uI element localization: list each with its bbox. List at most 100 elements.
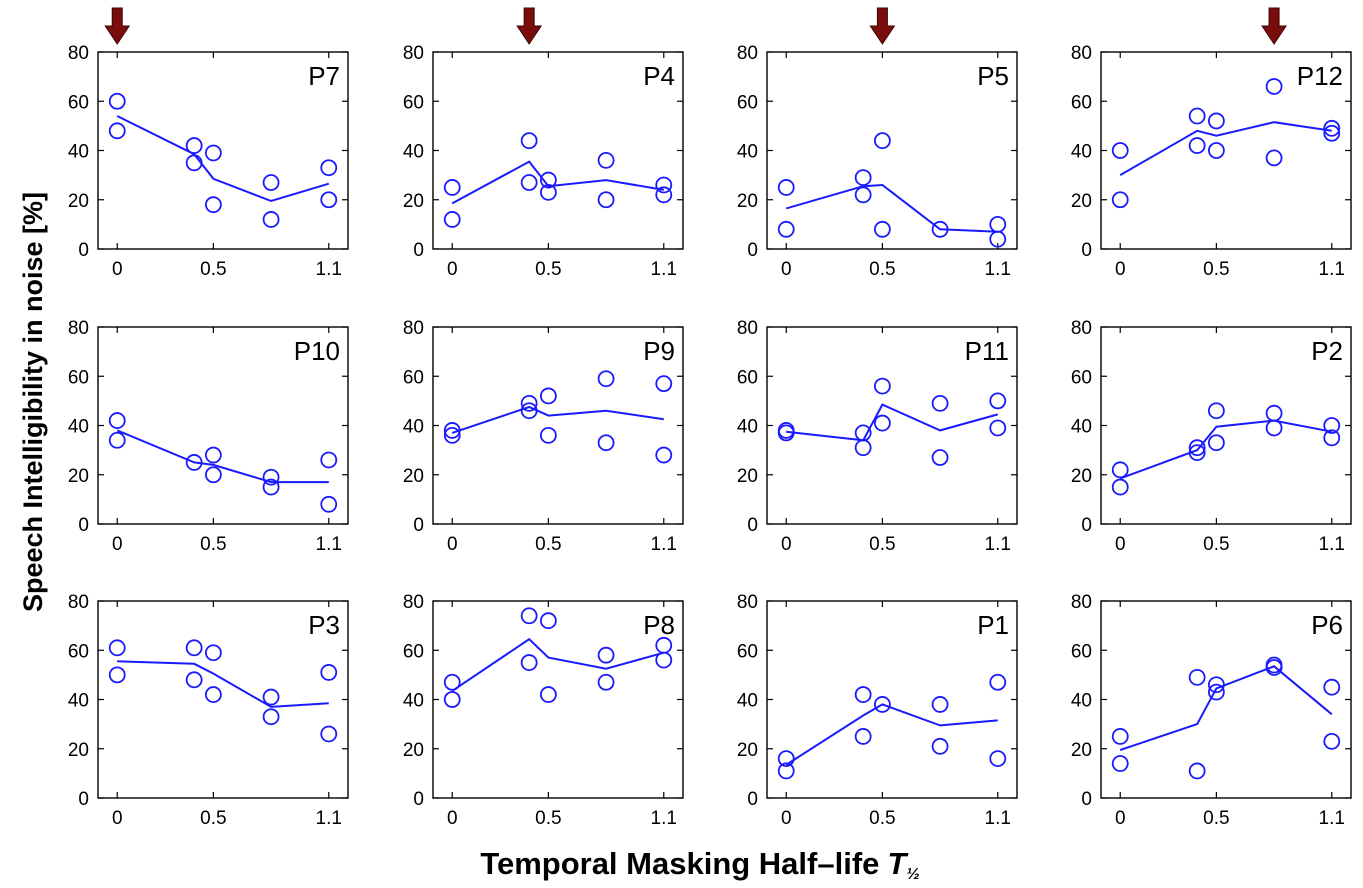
- x-tick-label: 1.1: [1319, 259, 1345, 280]
- y-tick-label: 80: [68, 43, 89, 64]
- mean-line: [451, 405, 664, 434]
- x-tick-label: 0: [781, 534, 792, 555]
- panel-label: P1: [977, 610, 1009, 640]
- y-tick-label: 20: [1071, 191, 1092, 212]
- panel-label: P11: [965, 336, 1009, 366]
- data-point: [1188, 107, 1206, 125]
- panel-p2: 0 20 40 60 80 0 0.5 1.1 P2: [1071, 318, 1352, 555]
- data-point: [989, 230, 1007, 248]
- x-tick-label: 0.5: [869, 259, 895, 280]
- y-tick-label: 60: [1071, 641, 1092, 662]
- data-point: [320, 495, 338, 513]
- y-tick-label: 40: [737, 691, 758, 712]
- panel-p10: 0 20 40 60 80 0 0.5 1.1 P10: [68, 318, 349, 555]
- data-point: [520, 132, 538, 150]
- y-tick-label: 20: [403, 740, 424, 761]
- y-tick-label: 20: [1071, 466, 1092, 487]
- data-point: [777, 179, 795, 196]
- x-tick-label: 0: [447, 259, 458, 280]
- panel-p8: 0 20 40 60 80 0 0.5 1.1 P8: [403, 592, 684, 829]
- data-point: [989, 215, 1007, 233]
- x-tick-label: 0.5: [535, 534, 561, 555]
- panel-p5: 0 20 40 60 80 0 0.5 1.1 P5: [737, 7, 1018, 280]
- data-point: [443, 426, 461, 444]
- x-tick-label: 1.1: [985, 534, 1011, 555]
- mean-line: [451, 160, 664, 205]
- x-axis-title: Temporal Masking Half–life T½: [480, 846, 919, 883]
- mean-line: [116, 115, 330, 203]
- data-point: [1111, 142, 1129, 159]
- data-point: [185, 639, 203, 657]
- data-point: [1111, 461, 1129, 479]
- x-tick-label: 0: [1115, 534, 1126, 555]
- y-tick-label: 0: [747, 240, 758, 261]
- marker-arrow: [104, 7, 131, 45]
- data-point: [204, 196, 222, 214]
- x-axis-title-subscript: ½: [906, 866, 919, 883]
- data-point: [1323, 124, 1341, 142]
- panel-label: P12: [1297, 61, 1343, 91]
- y-tick-label: 80: [1071, 318, 1092, 339]
- data-point: [777, 220, 795, 238]
- mean-line: [1119, 419, 1332, 480]
- data-point: [262, 478, 280, 496]
- y-tick-label: 0: [747, 515, 758, 536]
- y-tick-label: 0: [78, 240, 89, 261]
- panel-label: P10: [294, 336, 340, 366]
- data-point: [108, 431, 126, 449]
- data-point: [539, 426, 557, 444]
- panels-group: 0 20 40 60 80 0 0.5 1.1 P7 0 20 40 60 80 0 0.5 1.1 P4 0 20 4…: [68, 7, 1352, 829]
- x-tick-label: 1.1: [1319, 808, 1345, 829]
- panel-p1: 0 20 40 60 80 0 0.5 1.1 P1: [737, 592, 1018, 829]
- y-tick-label: 60: [403, 641, 424, 662]
- y-tick-label: 80: [403, 318, 424, 339]
- panel-p11: 0 20 40 60 80 0 0.5 1.1 P11: [737, 318, 1018, 555]
- data-point: [597, 191, 615, 209]
- x-tick-label: 0.5: [869, 808, 895, 829]
- data-point: [597, 370, 615, 388]
- x-tick-label: 0.5: [200, 534, 226, 555]
- panel-p12: 0 20 40 60 80 0 0.5 1.1 P12: [1071, 7, 1352, 280]
- y-tick-label: 60: [737, 92, 758, 113]
- x-tick-label: 0: [447, 808, 458, 829]
- data-point: [1207, 112, 1225, 130]
- data-point: [931, 394, 949, 412]
- y-tick-label: 40: [403, 417, 424, 438]
- data-point: [1323, 119, 1341, 137]
- y-tick-label: 40: [403, 691, 424, 712]
- y-tick-label: 80: [1071, 43, 1092, 64]
- data-point: [520, 654, 538, 671]
- data-point: [185, 154, 203, 172]
- data-point: [539, 686, 557, 703]
- data-point: [931, 449, 949, 466]
- data-point: [262, 174, 280, 191]
- data-point: [1265, 149, 1283, 167]
- data-point: [520, 174, 538, 191]
- panel-label: P9: [643, 336, 675, 366]
- y-tick-label: 60: [1071, 92, 1092, 113]
- data-point: [1265, 419, 1283, 437]
- x-tick-label: 1.1: [316, 534, 342, 555]
- data-point: [854, 728, 872, 745]
- data-point: [777, 750, 795, 767]
- data-point: [1265, 404, 1283, 422]
- y-tick-label: 60: [68, 641, 89, 662]
- x-tick-label: 1.1: [985, 808, 1011, 829]
- x-tick-label: 0.5: [1203, 808, 1229, 829]
- panel-p6: 0 20 40 60 80 0 0.5 1.1 P6: [1071, 592, 1352, 829]
- x-tick-label: 0.5: [869, 534, 895, 555]
- x-tick-label: 0: [112, 259, 123, 280]
- y-axis-title: Speech Intelligibility in noise [%]: [18, 192, 48, 612]
- x-axis-title-symbol: T: [887, 846, 909, 881]
- data-point: [1207, 676, 1225, 694]
- data-point: [777, 762, 795, 780]
- data-point: [854, 186, 872, 204]
- panel-p4: 0 20 40 60 80 0 0.5 1.1 P4: [403, 7, 684, 280]
- y-tick-label: 40: [1071, 417, 1092, 438]
- data-point: [185, 454, 203, 471]
- data-point: [1265, 78, 1283, 95]
- y-tick-label: 60: [1071, 367, 1092, 388]
- data-point: [655, 651, 673, 669]
- y-tick-label: 60: [403, 92, 424, 113]
